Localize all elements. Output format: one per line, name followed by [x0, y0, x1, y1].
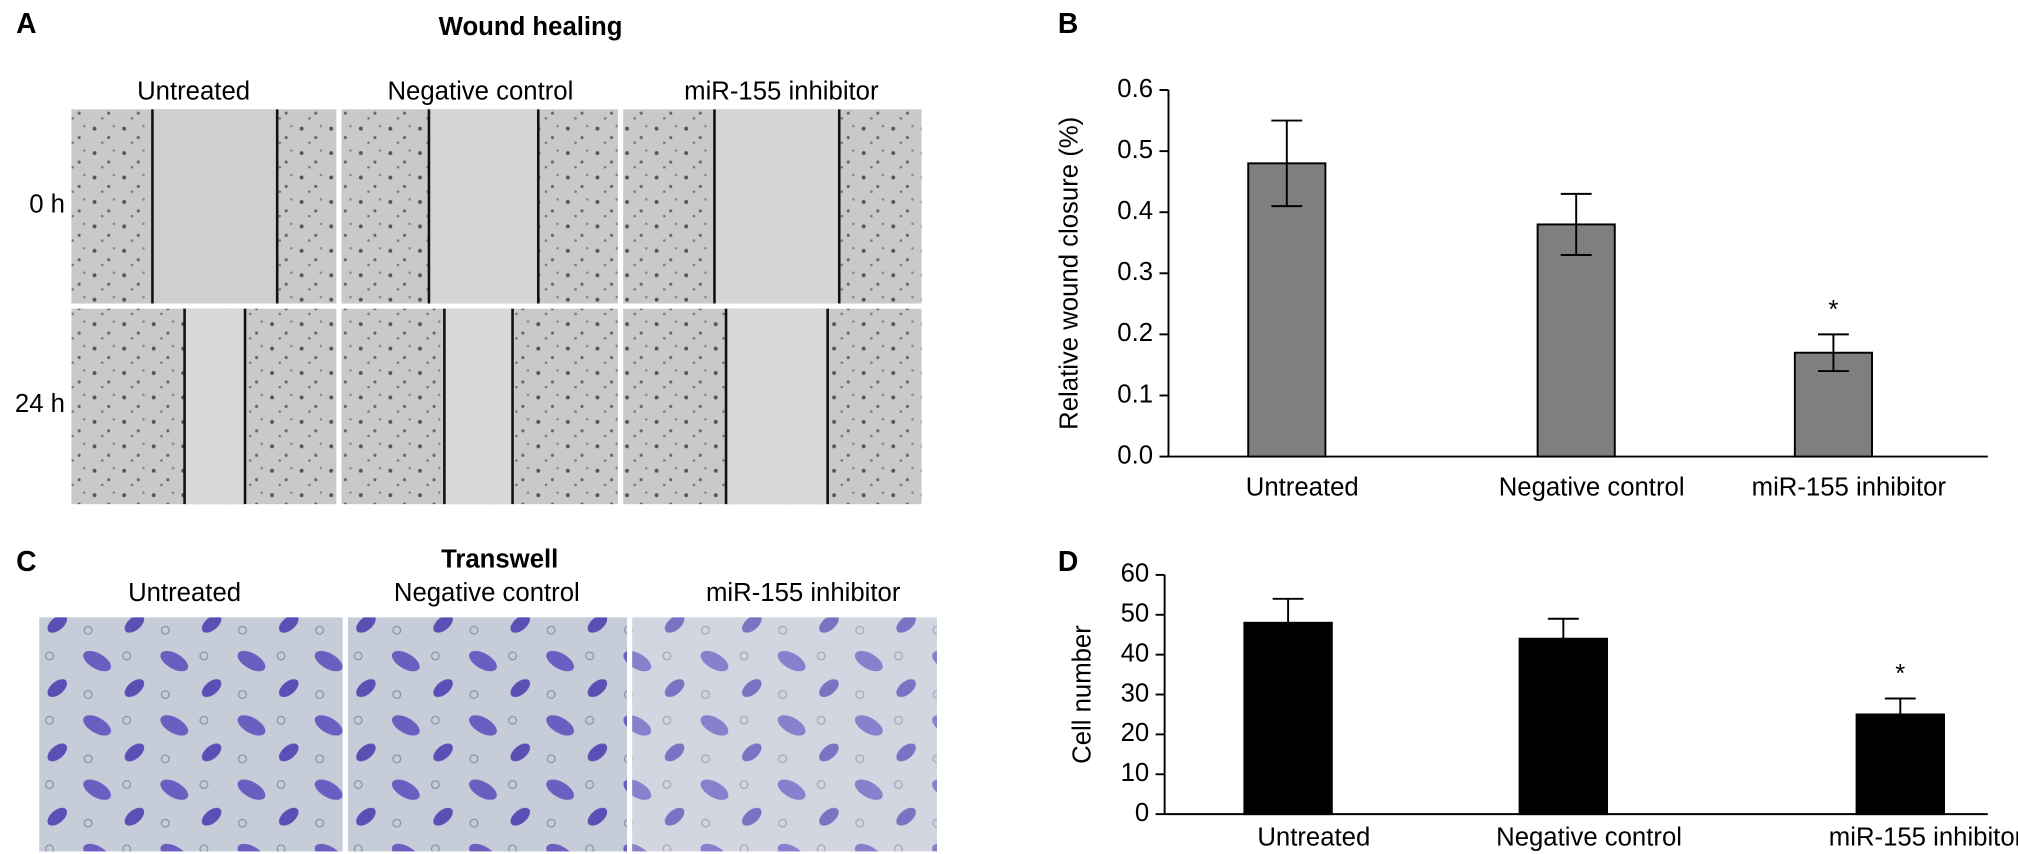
x-tick-label: Negative control	[1499, 474, 1685, 502]
x-tick-label: miR-155 inhibitor	[1752, 474, 1947, 502]
column-label: miR-155 inhibitor	[684, 77, 879, 105]
wound-images	[71, 109, 922, 505]
panel-title: Transwell	[441, 546, 558, 574]
y-tick-label: 60	[1121, 560, 1150, 588]
transwell-images	[39, 617, 937, 852]
column-label: miR-155 inhibitor	[706, 579, 901, 607]
x-tick-label: Untreated	[1246, 474, 1359, 502]
panel-title: Wound healing	[439, 13, 623, 41]
row-label: 24 h	[15, 390, 65, 418]
y-tick-label: 10	[1121, 759, 1150, 787]
bar	[1243, 621, 1333, 816]
x-tick-label: Untreated	[1257, 823, 1370, 851]
column-label: Negative control	[394, 579, 580, 607]
y-tick-label: 0	[1135, 799, 1149, 827]
significance-mark: *	[1828, 296, 1838, 324]
bar	[1518, 637, 1609, 816]
y-tick-label: 50	[1121, 600, 1150, 628]
significance-mark: *	[1895, 660, 1905, 688]
y-tick-label: 40	[1121, 639, 1150, 667]
y-tick-label: 0.5	[1117, 136, 1153, 164]
panel-label: A	[16, 7, 36, 39]
x-tick-label: miR-155 inhibitor	[1829, 823, 2018, 851]
bar	[1855, 713, 1945, 816]
y-tick-label: 0.2	[1117, 319, 1153, 347]
column-label: Negative control	[387, 77, 573, 105]
panel-label: C	[16, 545, 36, 577]
y-tick-label: 0.6	[1117, 75, 1153, 103]
x-tick-label: Negative control	[1496, 823, 1682, 851]
column-label: Untreated	[128, 579, 241, 607]
bar	[1247, 162, 1327, 458]
y-tick-label: 20	[1121, 719, 1150, 747]
panel-label: B	[1058, 7, 1078, 39]
y-tick-label: 0.0	[1117, 441, 1153, 469]
y-tick-label: 0.3	[1117, 258, 1153, 286]
column-label: Untreated	[137, 77, 250, 105]
bar	[1536, 223, 1616, 458]
panel-label: D	[1058, 545, 1078, 577]
y-axis-label: Relative wound closure (%)	[1056, 117, 1084, 430]
y-tick-label: 0.4	[1117, 197, 1153, 225]
y-axis-label: Cell number	[1068, 625, 1096, 764]
row-label: 0 h	[29, 191, 65, 219]
y-tick-label: 30	[1121, 679, 1150, 707]
y-tick-label: 0.1	[1117, 380, 1153, 408]
